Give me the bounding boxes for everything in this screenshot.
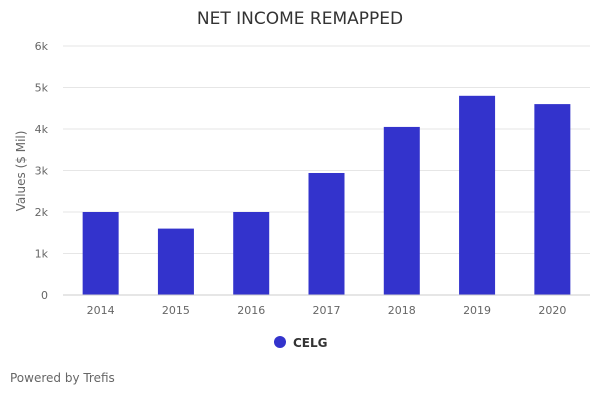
bar-2016[interactable] (233, 212, 270, 295)
x-axis-ticks: 2014 2015 2016 2017 2018 2019 2020 (87, 304, 567, 317)
x-tick-label: 2017 (313, 304, 341, 317)
bar-2019[interactable] (459, 95, 496, 295)
gridlines (63, 45, 590, 254)
y-axis-ticks: 0 1k 2k 3k 4k 5k 6k (35, 40, 49, 302)
legend[interactable]: CELG (274, 336, 328, 350)
legend-label: CELG (293, 336, 328, 350)
legend-marker (274, 336, 286, 348)
chart-title: NET INCOME REMAPPED (197, 9, 403, 29)
x-tick-label: 2020 (538, 304, 566, 317)
x-tick-label: 2016 (237, 304, 265, 317)
y-tick-label: 6k (35, 40, 49, 53)
x-tick-label: 2019 (463, 304, 491, 317)
y-tick-label: 0 (41, 289, 48, 302)
y-tick-label: 5k (35, 82, 49, 95)
y-tick-label: 1k (35, 248, 49, 261)
bar-2014[interactable] (82, 212, 119, 295)
y-tick-label: 4k (35, 123, 49, 136)
bar-2015[interactable] (157, 228, 194, 295)
bar-2018[interactable] (383, 126, 420, 295)
bars (82, 95, 571, 295)
bar-2020[interactable] (534, 104, 571, 295)
y-tick-label: 3k (35, 165, 49, 178)
x-tick-label: 2015 (162, 304, 190, 317)
y-axis-title: Values ($ Mil) (14, 131, 28, 212)
y-tick-label: 2k (35, 206, 49, 219)
x-tick-label: 2014 (87, 304, 115, 317)
credit-text: Powered by Trefis (10, 371, 115, 385)
x-tick-label: 2018 (388, 304, 416, 317)
bar-2017[interactable] (308, 172, 345, 295)
